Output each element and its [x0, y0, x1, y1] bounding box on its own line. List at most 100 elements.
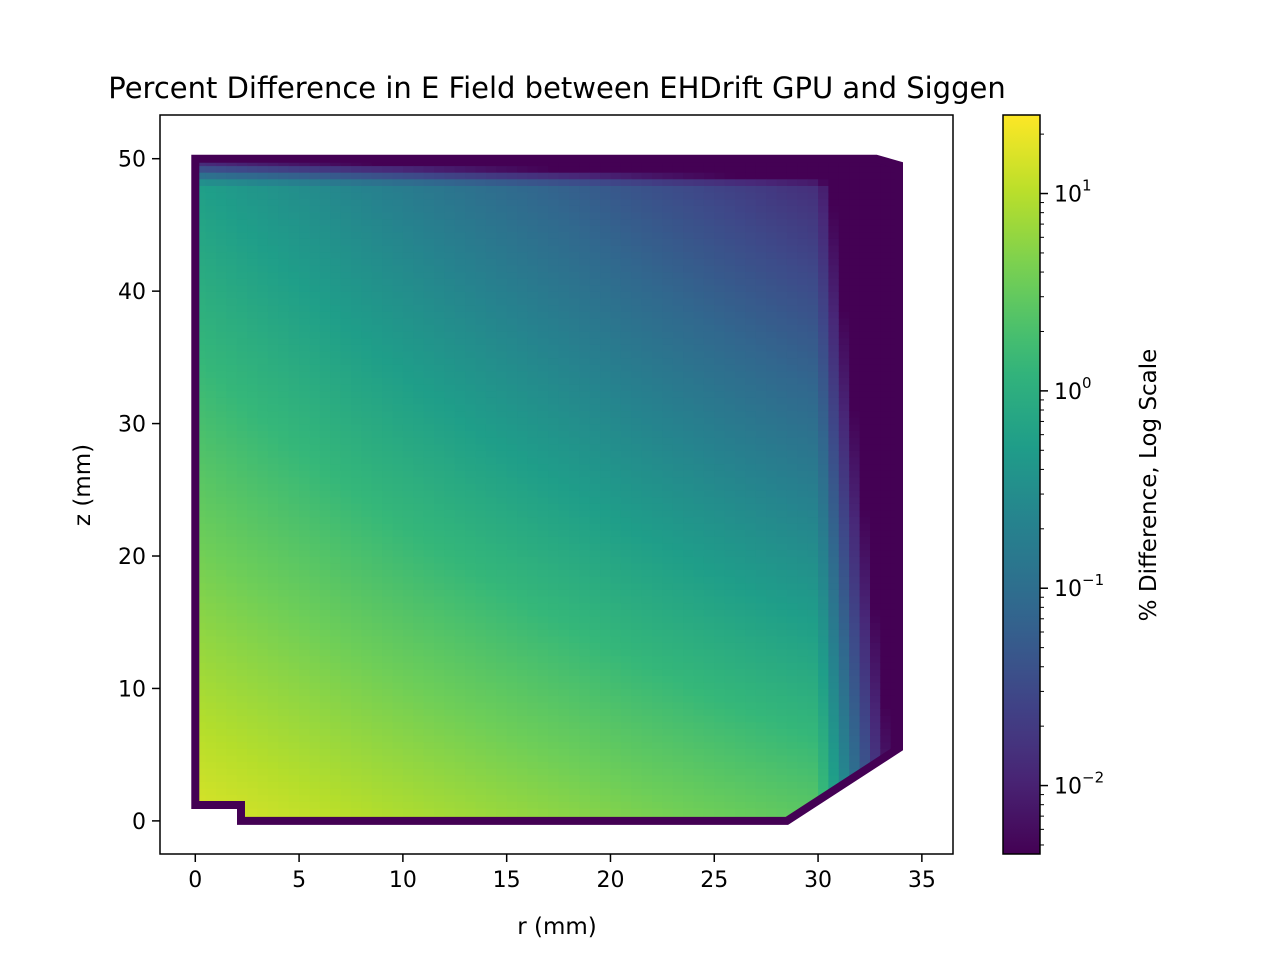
heatmap-cell	[600, 582, 612, 590]
heatmap-cell	[506, 284, 518, 292]
heatmap-cell	[662, 390, 674, 398]
heatmap-cell	[423, 734, 435, 743]
heatmap-cell	[413, 403, 425, 412]
heatmap-cell	[382, 364, 394, 372]
heatmap-cell	[527, 675, 539, 683]
heatmap-cell	[340, 357, 352, 365]
heatmap-cell	[693, 582, 705, 590]
heatmap-cell	[392, 430, 404, 438]
heatmap-cell	[454, 238, 466, 246]
heatmap-cell	[340, 708, 352, 716]
heatmap-cell	[267, 271, 280, 279]
heatmap-cell	[402, 377, 415, 385]
heatmap-cell	[548, 258, 560, 266]
heatmap-cell	[392, 178, 404, 186]
heatmap-cell	[517, 364, 529, 372]
heatmap-cell	[382, 767, 394, 776]
heatmap-cell	[247, 324, 259, 332]
heatmap-cell	[672, 542, 684, 551]
heatmap-cell	[330, 807, 342, 815]
heatmap-cell	[205, 211, 217, 220]
heatmap-cell	[537, 390, 549, 398]
heatmap-cell	[465, 423, 477, 431]
heatmap-cell	[444, 284, 456, 292]
heatmap-cell	[485, 767, 498, 776]
heatmap-cell	[506, 688, 518, 696]
heatmap-cell	[371, 171, 383, 180]
heatmap-cell	[216, 417, 228, 425]
heatmap-cell	[506, 714, 518, 723]
heatmap-cell	[247, 628, 259, 637]
heatmap-cell	[527, 383, 539, 392]
heatmap-cell	[683, 224, 695, 233]
heatmap-cell	[278, 403, 290, 412]
heatmap-cell	[351, 463, 363, 471]
heatmap-cell	[672, 417, 684, 425]
heatmap-cell	[454, 569, 466, 577]
heatmap-cell	[662, 417, 674, 425]
heatmap-cell	[517, 476, 529, 484]
heatmap-cell	[309, 463, 321, 471]
heatmap-cell	[517, 397, 529, 405]
heatmap-cell	[475, 430, 487, 438]
heatmap-cell	[641, 761, 653, 769]
heatmap-cell	[589, 642, 601, 650]
heatmap-cell	[558, 450, 570, 458]
heatmap-cell	[683, 648, 695, 657]
heatmap-cell	[610, 456, 622, 465]
heatmap-cell	[351, 450, 363, 458]
heatmap-cell	[652, 324, 664, 332]
heatmap-cell	[226, 754, 238, 763]
heatmap-cell	[672, 483, 684, 491]
heatmap-cell	[662, 489, 674, 498]
heatmap-cell	[340, 364, 352, 372]
heatmap-cell	[402, 767, 415, 776]
heatmap-cell	[299, 277, 311, 286]
heatmap-cell	[382, 397, 394, 405]
heatmap-cell	[641, 364, 653, 372]
heatmap-cell	[205, 814, 217, 821]
heatmap-cell	[340, 476, 352, 484]
heatmap-cell	[205, 642, 217, 650]
heatmap-cell	[454, 364, 466, 372]
heatmap-cell	[257, 615, 269, 623]
heatmap-cell	[527, 708, 539, 716]
heatmap-cell	[351, 741, 363, 749]
heatmap-cell	[309, 701, 321, 710]
heatmap-cell	[330, 496, 342, 504]
heatmap-cell	[454, 205, 466, 213]
heatmap-cell	[527, 456, 539, 465]
heatmap-cell	[216, 503, 228, 511]
heatmap-cell	[485, 741, 498, 749]
heatmap-cell	[392, 397, 404, 405]
heatmap-cell	[340, 231, 352, 239]
heatmap-cell	[600, 496, 612, 504]
heatmap-cell	[247, 489, 259, 498]
heatmap-cell	[257, 754, 269, 763]
heatmap-cell	[683, 397, 695, 405]
heatmap-cell	[444, 668, 456, 676]
heatmap-cell	[444, 251, 456, 259]
heatmap-cell	[226, 655, 238, 663]
heatmap-cell	[485, 536, 498, 544]
heatmap-cell	[485, 496, 498, 504]
heatmap-cell	[465, 787, 477, 796]
heatmap-cell	[278, 767, 290, 776]
heatmap-cell	[517, 344, 529, 352]
heatmap-cell	[569, 185, 581, 193]
heatmap-cell	[693, 324, 705, 332]
heatmap-cell	[641, 787, 653, 796]
heatmap-cell	[652, 522, 664, 531]
heatmap-cell	[475, 549, 487, 557]
heatmap-cell	[600, 522, 612, 531]
heatmap-cell	[589, 602, 601, 610]
heatmap-cell	[631, 628, 643, 637]
heatmap-cell	[558, 503, 570, 511]
heatmap-cell	[267, 575, 280, 584]
heatmap-cell	[299, 264, 311, 273]
heatmap-cell	[330, 317, 342, 325]
heatmap-cell	[236, 767, 248, 776]
heatmap-cell	[652, 787, 664, 796]
heatmap-cell	[600, 185, 612, 193]
heatmap-cell	[309, 542, 321, 551]
